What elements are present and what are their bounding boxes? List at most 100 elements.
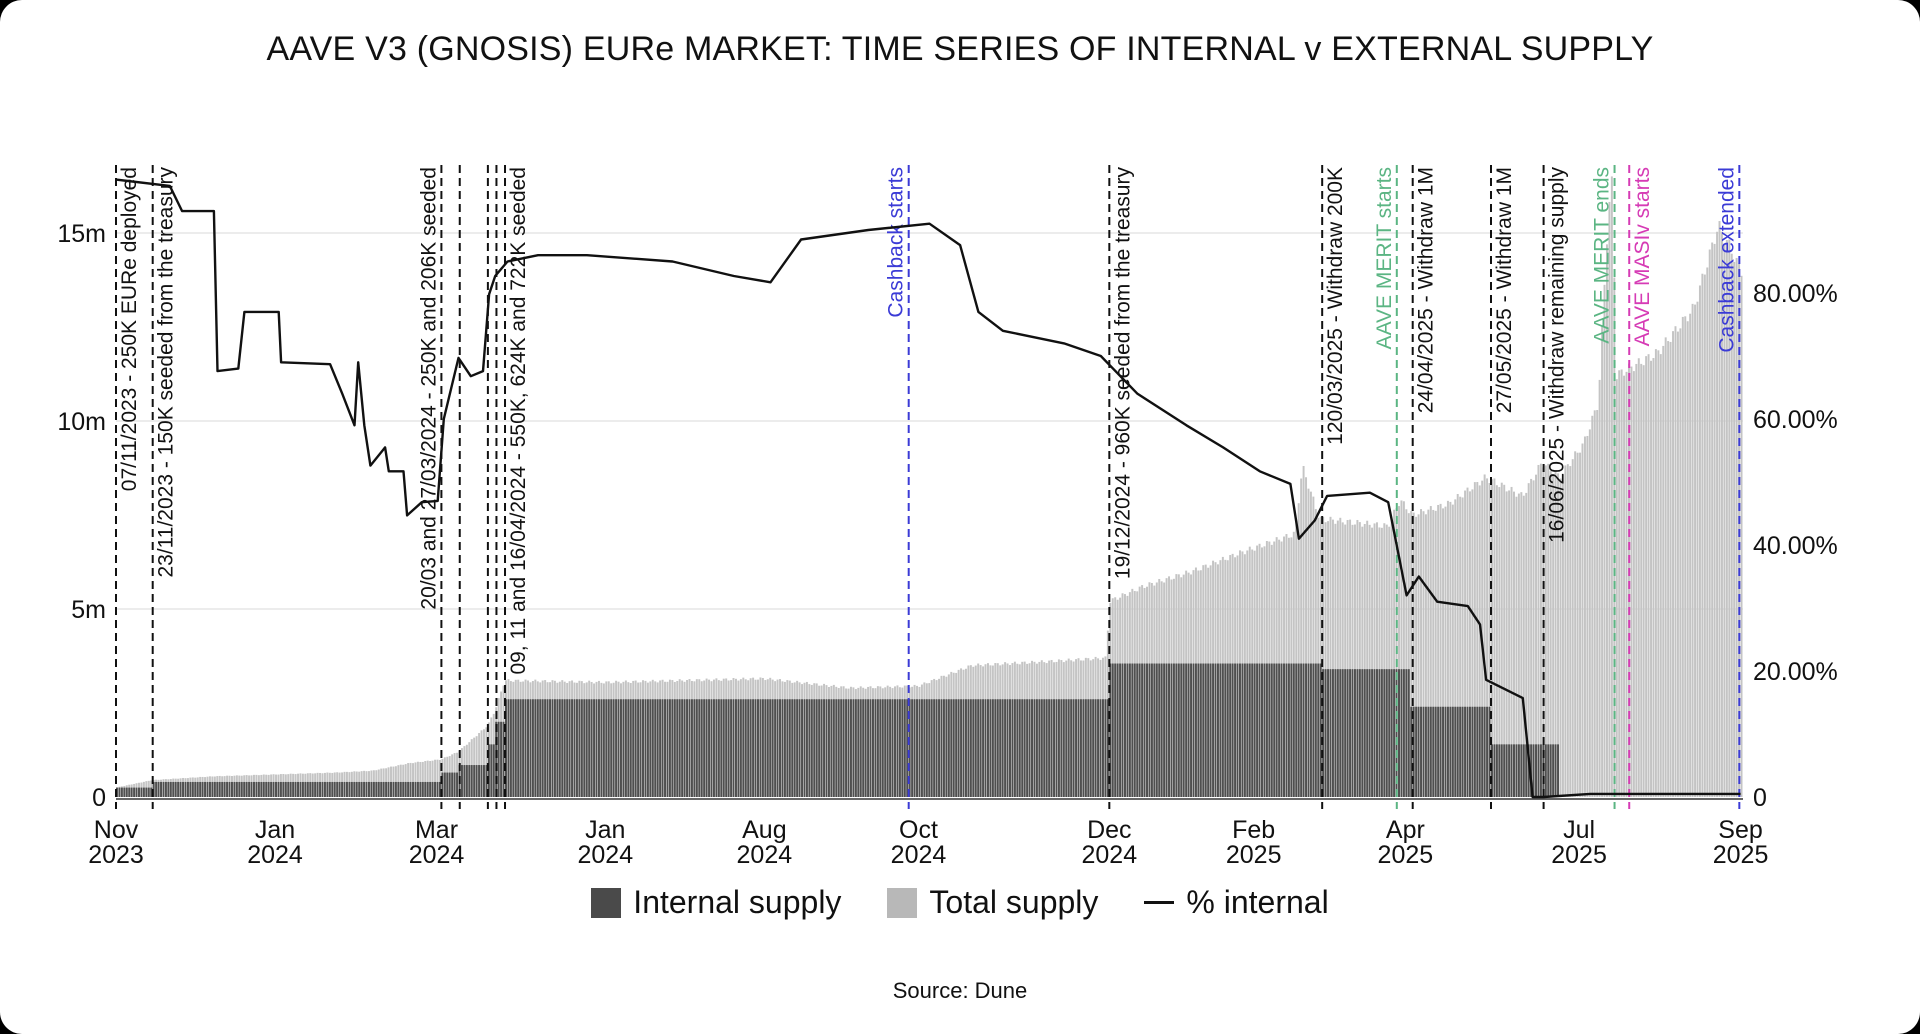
total-supply-bar (1637, 358, 1640, 797)
internal-supply-bar (681, 699, 684, 797)
internal-supply-bar (201, 781, 204, 797)
internal-supply-bar (1116, 663, 1119, 797)
total-supply-bar (1346, 520, 1349, 797)
internal-supply-bar (145, 787, 148, 797)
internal-supply-bar (1057, 699, 1060, 797)
internal-supply-bar (732, 699, 735, 797)
internal-supply-bar (527, 699, 529, 797)
internal-supply-bar (952, 699, 955, 797)
internal-supply-bar (1082, 699, 1085, 797)
internal-supply-bar (901, 699, 904, 797)
internal-supply-bar (360, 781, 363, 797)
total-supply-bar (1718, 221, 1721, 798)
total-supply-bar (397, 765, 400, 797)
internal-supply-bar (597, 699, 600, 797)
internal-supply-bar (600, 699, 603, 797)
internal-supply-bar (602, 699, 605, 797)
internal-supply-bar (947, 699, 950, 797)
internal-supply-bar (708, 699, 711, 797)
internal-supply-bar (345, 781, 348, 797)
annotation-label: 07/11/2023 - 250K EURe deployed (118, 167, 141, 491)
internal-supply-bar (664, 699, 666, 797)
y-right-tick-label: 20.00% (1753, 658, 1838, 686)
internal-supply-bar (289, 781, 292, 797)
internal-supply-bar (123, 787, 126, 797)
total-supply-bar (1307, 488, 1310, 797)
internal-supply-bar (1268, 663, 1271, 797)
total-supply-bar (1317, 517, 1320, 797)
internal-supply-bar (967, 699, 970, 797)
total-supply-bar (1353, 524, 1356, 797)
internal-supply-bar (529, 699, 532, 797)
total-supply-bar (1667, 341, 1670, 797)
internal-supply-bar (651, 699, 654, 797)
internal-supply-bar (429, 781, 432, 797)
internal-supply-bar (982, 699, 985, 797)
internal-supply-bar (1334, 669, 1337, 797)
total-supply-bar (1478, 485, 1481, 797)
internal-supply-bar (326, 781, 329, 797)
internal-supply-bar (1378, 669, 1381, 797)
internal-supply-bar (524, 699, 527, 797)
internal-supply-bar (766, 699, 769, 797)
internal-supply-bar (1537, 744, 1540, 797)
total-supply-bar (1434, 510, 1437, 797)
total-supply-bar (1339, 517, 1342, 797)
total-supply-bar (1459, 496, 1462, 797)
annotation-label: AAVE MASIv starts (1631, 167, 1654, 346)
internal-supply-bar (693, 699, 696, 797)
internal-supply-bar (969, 699, 972, 797)
internal-supply-bar (786, 699, 789, 797)
internal-supply-bar (1121, 663, 1124, 797)
internal-supply-bar (505, 699, 507, 797)
total-supply-bar (1422, 511, 1425, 797)
internal-supply-bar (431, 781, 434, 797)
internal-supply-bar (509, 699, 512, 797)
total-supply-bar (1566, 464, 1569, 797)
internal-supply-bar (482, 765, 485, 797)
internal-supply-bar (761, 699, 764, 797)
total-supply-bar (1598, 379, 1601, 797)
internal-supply-bar (637, 699, 640, 797)
internal-supply-bar (199, 781, 202, 797)
internal-supply-bar (588, 699, 591, 797)
annotation-label: 19/12/2024 - 960K seeded from the treasu… (1111, 167, 1134, 580)
internal-supply-bar (1216, 663, 1219, 797)
internal-supply-bar (270, 781, 273, 797)
total-supply-bar (1694, 304, 1697, 797)
internal-supply-bar (1006, 699, 1009, 797)
total-supply-bar (1552, 475, 1555, 797)
internal-supply-bar (164, 781, 167, 797)
internal-supply-bar (1307, 663, 1310, 797)
internal-supply-bar (771, 699, 774, 797)
internal-supply-bar (260, 781, 263, 797)
internal-supply-bar (1361, 669, 1364, 797)
internal-supply-bar (840, 699, 843, 797)
internal-supply-bar (781, 699, 784, 797)
internal-supply-bar (803, 699, 806, 797)
internal-supply-bar (1539, 744, 1542, 797)
internal-supply-bar (1163, 663, 1166, 797)
total-supply-bar (1603, 284, 1606, 797)
internal-supply-bar (350, 781, 353, 797)
internal-supply-bar (1077, 699, 1080, 797)
internal-supply-bar (299, 781, 302, 797)
internal-supply-bar (1305, 663, 1308, 797)
internal-supply-bar (189, 781, 192, 797)
internal-supply-bar (830, 699, 833, 797)
internal-supply-bar (1461, 706, 1464, 797)
internal-supply-bar (1456, 706, 1459, 797)
internal-supply-bar (1092, 699, 1095, 797)
internal-supply-bar (930, 699, 933, 797)
internal-supply-bar (573, 699, 576, 797)
total-supply-bar (1510, 486, 1513, 797)
internal-supply-bar (1420, 706, 1423, 797)
internal-supply-bar (1043, 699, 1046, 797)
internal-supply-bar (1214, 663, 1217, 797)
internal-supply-bar (497, 721, 500, 797)
internal-supply-bar (1417, 706, 1420, 797)
internal-supply-bar (206, 781, 209, 797)
internal-supply-bar (923, 699, 926, 797)
internal-supply-bar (1004, 699, 1007, 797)
internal-supply-bar (984, 699, 987, 797)
